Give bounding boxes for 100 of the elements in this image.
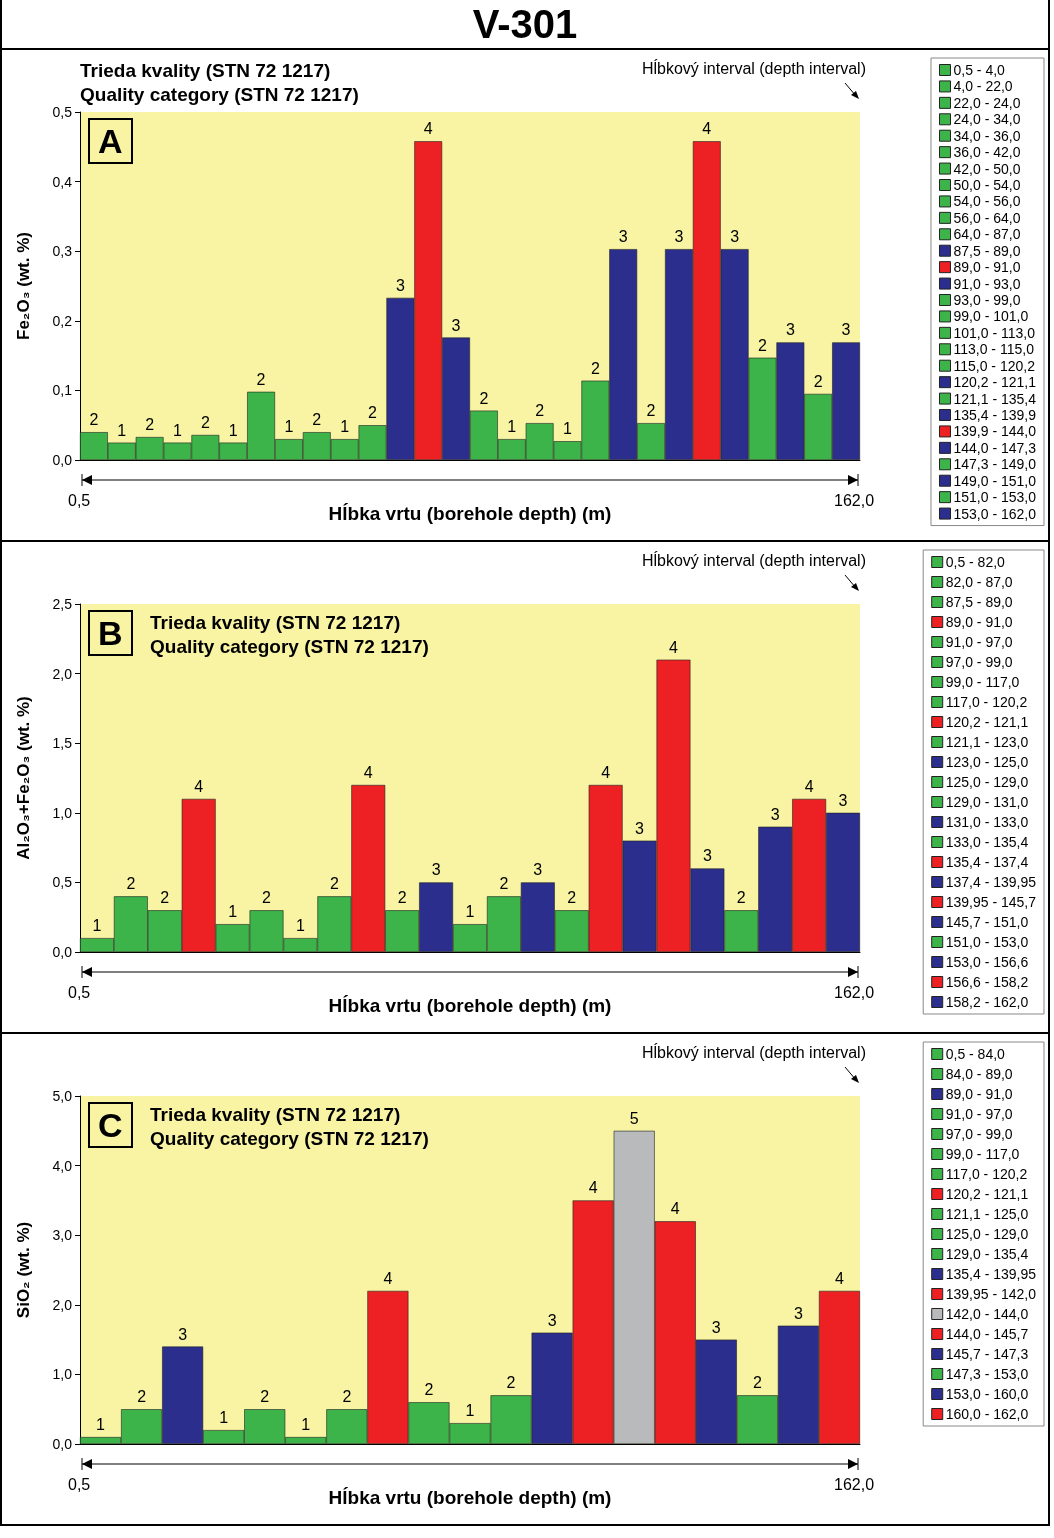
- legend-label: 120,2 - 121,1: [953, 374, 1037, 391]
- annotation: 3: [431, 861, 441, 880]
- y-tick-label: 4,0: [52, 1157, 73, 1174]
- annotation: 1: [563, 420, 572, 439]
- annotation: 3: [785, 321, 795, 340]
- annotation: 1: [228, 903, 238, 922]
- annotation: C: [88, 1102, 133, 1148]
- y-tick-label: 2,0: [52, 1296, 73, 1313]
- text: Trieda kvality (STN 72 1217): [80, 60, 331, 82]
- annotation: 2: [424, 1381, 434, 1400]
- legend-label: 156,6 - 158,2: [945, 974, 1029, 990]
- annotation: 1: [117, 421, 127, 440]
- legend-label: 50,0 - 54,0: [953, 177, 1021, 193]
- y-tick-label: 3,0: [52, 1227, 73, 1244]
- legend-label: 129,0 - 135,4: [945, 1246, 1029, 1262]
- legend-label: 87,5 - 89,0: [953, 242, 1021, 259]
- annotation: 3: [770, 805, 780, 824]
- annotation: 2: [145, 416, 155, 435]
- legend-label: 91,0 - 97,0: [945, 634, 1013, 650]
- annotation: 4: [835, 1269, 844, 1288]
- y-axis-title: SiO₂ (wt. %): [14, 1221, 33, 1319]
- annotation: 5: [629, 1109, 639, 1128]
- legend-title: Hĺbkový interval (depth interval): [641, 552, 866, 570]
- annotation: 1: [228, 421, 238, 440]
- annotation: 2: [256, 370, 266, 389]
- y-axis-title: Al₂O₃+Fe₂O₃ (wt. %): [14, 696, 33, 860]
- legend-label: 56,0 - 64,0: [953, 209, 1021, 226]
- legend-label: 125,0 - 129,0: [945, 1226, 1029, 1242]
- annotation: 4: [588, 1179, 598, 1198]
- legend-label: 99,0 - 117,0: [945, 674, 1020, 690]
- annotation: 3: [635, 819, 645, 838]
- annotation: 1: [340, 418, 350, 437]
- legend-label: 135,4 - 137,4: [945, 854, 1029, 870]
- legend-label: 36,0 - 42,0: [953, 144, 1021, 161]
- legend-label: 137,4 - 139,95: [945, 874, 1037, 890]
- legend-label: 135,4 - 139,9: [953, 407, 1037, 423]
- legend-label: 135,4 - 139,95: [945, 1266, 1037, 1282]
- legend-label: 82,0 - 87,0: [945, 574, 1013, 590]
- text: 162,0: [834, 492, 875, 510]
- y-axis-title: Fe₂O₃ (wt. %): [14, 232, 33, 340]
- x-axis-title: Hĺbka vrtu (borehole depth) (m): [328, 995, 612, 1016]
- annotation: 1: [284, 418, 294, 437]
- annotation: 3: [178, 1325, 188, 1344]
- annotation: 1: [465, 1402, 475, 1421]
- annotation: 2: [137, 1388, 147, 1407]
- legend-label: 89,0 - 91,0: [953, 259, 1021, 276]
- annotation: 2: [260, 1388, 270, 1407]
- annotation: 4: [383, 1269, 393, 1288]
- annotation: 2: [479, 389, 489, 408]
- annotation: 2: [329, 875, 339, 894]
- legend-label: 145,7 - 147,3: [945, 1346, 1029, 1362]
- y-tick-label: 0,3: [52, 243, 73, 260]
- legend-label: 144,0 - 145,7: [945, 1326, 1029, 1342]
- legend-label: 101,0 - 113,0: [953, 324, 1036, 341]
- text: 162,0: [834, 984, 875, 1002]
- annotation: 3: [547, 1311, 557, 1330]
- legend-label: 145,7 - 151,0: [945, 914, 1029, 930]
- annotation: 1: [219, 1409, 229, 1428]
- annotation: 2: [813, 372, 823, 391]
- legend-label: 87,5 - 89,0: [945, 594, 1013, 610]
- legend-label: 89,0 - 91,0: [945, 614, 1013, 630]
- annotation: 3: [674, 228, 684, 247]
- annotation: 2: [397, 889, 407, 908]
- legend-label: 139,9 - 144,0: [953, 423, 1037, 440]
- legend-label: 151,0 - 153,0: [953, 489, 1037, 506]
- annotation: 2: [312, 411, 322, 430]
- annotation: 4: [601, 763, 611, 782]
- y-tick-label: 2,0: [52, 665, 73, 682]
- annotation: 3: [711, 1318, 721, 1337]
- annotation: 4: [194, 777, 204, 796]
- annotation: 3: [793, 1304, 803, 1323]
- legend-label: 160,0 - 162,0: [945, 1406, 1029, 1422]
- annotation: 2: [758, 336, 767, 355]
- legend-label: 93,0 - 99,0: [953, 292, 1021, 308]
- annotation: 3: [730, 228, 740, 247]
- legend-label: 117,0 - 120,2: [945, 1166, 1028, 1182]
- annotation: Quality category (STN 72 1217): [150, 636, 429, 658]
- y-tick-label: 1,0: [52, 804, 73, 821]
- y-tick-label: 5,0: [52, 1088, 73, 1104]
- legend-label: 0,5 - 84,0: [945, 1046, 1006, 1062]
- legend-label: 153,0 - 156,6: [945, 954, 1029, 970]
- legend-label: 147,3 - 149,0: [953, 456, 1037, 473]
- annotation: 2: [506, 1374, 516, 1393]
- annotation: 2: [89, 411, 99, 430]
- y-tick-label: 0,1: [52, 382, 73, 399]
- annotation: 2: [200, 413, 210, 432]
- annotation: 3: [395, 276, 405, 295]
- legend-label: 115,0 - 120,2: [953, 357, 1036, 374]
- y-tick-label: 0,5: [52, 104, 73, 120]
- annotation: 3: [451, 316, 461, 335]
- annotation: 1: [507, 418, 517, 437]
- annotation: 1: [295, 917, 305, 936]
- annotation: 4: [702, 120, 712, 139]
- legend-label: 84,0 - 89,0: [945, 1066, 1013, 1082]
- y-tick-label: 0,5: [52, 874, 73, 891]
- annotation: Trieda kvality (STN 72 1217): [150, 612, 401, 634]
- legend-label: 158,2 - 162,0: [945, 994, 1029, 1010]
- annotation: 2: [160, 889, 170, 908]
- legend-label: 129,0 - 131,0: [945, 794, 1029, 810]
- legend-label: 147,3 - 153,0: [945, 1366, 1029, 1382]
